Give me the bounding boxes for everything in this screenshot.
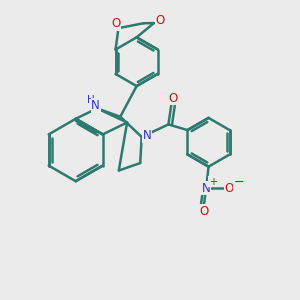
Text: O: O <box>156 14 165 27</box>
Text: N: N <box>143 129 152 142</box>
Text: O: O <box>224 182 233 194</box>
Text: −: − <box>234 176 244 189</box>
Text: +: + <box>209 176 217 187</box>
Text: O: O <box>168 92 178 105</box>
Text: N: N <box>202 182 211 194</box>
Text: H: H <box>87 95 94 105</box>
Text: O: O <box>112 17 121 31</box>
Text: N: N <box>91 99 100 112</box>
Text: O: O <box>199 205 208 218</box>
